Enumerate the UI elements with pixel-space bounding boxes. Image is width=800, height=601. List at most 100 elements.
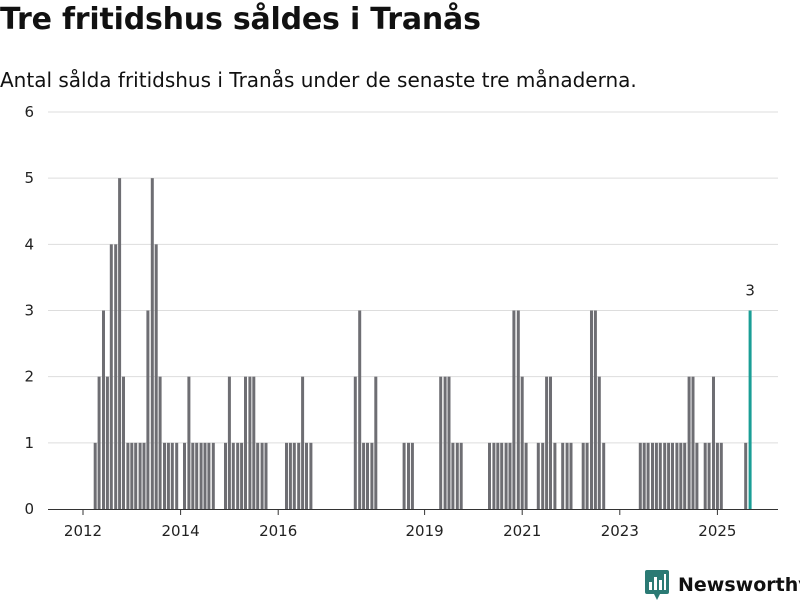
bar [711, 376, 715, 509]
bar [504, 442, 508, 509]
bar [126, 442, 130, 509]
bar [101, 310, 105, 509]
bar [118, 178, 122, 509]
bar [695, 442, 699, 509]
bar [520, 376, 524, 509]
x-tick-label: 2023 [601, 522, 639, 540]
bar [362, 442, 366, 509]
data-label: 3 [745, 282, 755, 300]
bar [244, 376, 248, 509]
bar [683, 442, 687, 509]
bar [642, 442, 646, 509]
bar [170, 442, 174, 509]
bar [549, 376, 553, 509]
bar [500, 442, 504, 509]
brand-name: Newsworthy [678, 574, 800, 596]
bar [410, 442, 414, 509]
bar [353, 376, 357, 509]
bar [646, 442, 650, 509]
bar [260, 442, 264, 509]
bar [512, 310, 516, 509]
bar [370, 442, 374, 509]
bar [256, 442, 260, 509]
bar [447, 376, 451, 509]
bar [667, 442, 671, 509]
bar [650, 442, 654, 509]
bar [309, 442, 313, 509]
bar [122, 376, 126, 509]
newsworthy-logo: Newsworthy [644, 569, 800, 601]
x-tick-label: 2012 [64, 522, 102, 540]
chart-title: Tre fritidshus såldes i Tranås [0, 2, 481, 37]
bar-chart: 0 1 2 3 4 5 6 3 2012 2014 2016 2019 2021 2023 2025 [24, 103, 778, 540]
bar [134, 442, 138, 509]
bar [569, 442, 573, 509]
y-tick-label: 3 [24, 302, 34, 320]
y-tick-label: 0 [24, 500, 34, 518]
x-tick-label: 2014 [162, 522, 200, 540]
bars [93, 178, 752, 510]
axes: 0 1 2 3 4 5 6 3 2012 2014 2016 2019 2021 2023 2025 [24, 103, 778, 540]
bar [565, 442, 569, 509]
bar [675, 442, 679, 509]
bar [593, 310, 597, 509]
bar [439, 376, 443, 509]
y-tick-label: 4 [24, 235, 34, 253]
bar [524, 442, 528, 509]
bar [227, 376, 231, 509]
bar [366, 442, 370, 509]
bar [597, 376, 601, 509]
x-tick-label: 2025 [698, 522, 736, 540]
bar [443, 376, 447, 509]
y-tick-label: 2 [24, 368, 34, 386]
bar [687, 376, 691, 509]
bar [158, 376, 162, 509]
bar [553, 442, 557, 509]
bar [589, 310, 593, 509]
bar [288, 442, 292, 509]
bar [154, 244, 158, 510]
bar [536, 442, 540, 509]
bar [284, 442, 288, 509]
bar [545, 376, 549, 509]
bar [150, 178, 154, 509]
bar [199, 442, 203, 509]
bar [638, 442, 642, 509]
bar [264, 442, 268, 509]
bar [301, 376, 305, 509]
bar [252, 376, 256, 509]
bar [663, 442, 667, 509]
chart-subtitle: Antal sålda fritidshus i Tranås under de… [0, 68, 637, 92]
bar [451, 442, 455, 509]
bar [240, 442, 244, 509]
bar [585, 442, 589, 509]
bar [691, 376, 695, 509]
bar [402, 442, 406, 509]
bar [162, 442, 166, 509]
bar [744, 442, 748, 509]
bar [175, 442, 179, 509]
bar [183, 442, 187, 509]
bar [248, 376, 252, 509]
x-tick-label: 2016 [259, 522, 297, 540]
bar [236, 442, 240, 509]
bar [671, 442, 675, 509]
bar [166, 442, 170, 509]
y-tick-label: 1 [24, 434, 34, 452]
bar [211, 442, 215, 509]
bar [488, 442, 492, 509]
bar [138, 442, 142, 509]
bar [459, 442, 463, 509]
bar [679, 442, 683, 509]
bar [658, 442, 662, 509]
bar [654, 442, 658, 509]
bar [602, 442, 606, 509]
bar [97, 376, 101, 509]
y-tick-label: 6 [24, 103, 34, 121]
bar [496, 442, 500, 509]
x-tick-label: 2021 [503, 522, 541, 540]
bar [707, 442, 711, 509]
bar [114, 244, 118, 510]
bar [187, 376, 191, 509]
bar [105, 376, 109, 509]
